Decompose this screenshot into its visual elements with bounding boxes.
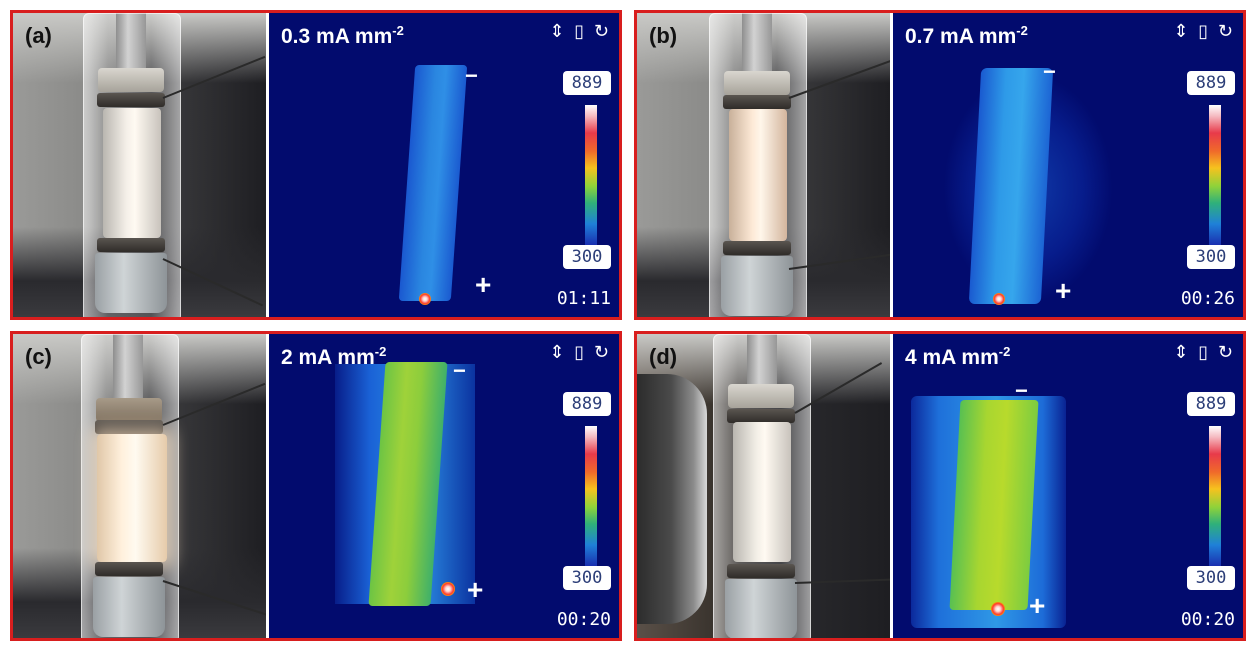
temperature-color-scale — [1209, 426, 1221, 566]
temperature-color-scale — [585, 426, 597, 566]
lower-ring — [97, 238, 165, 252]
lower-ring — [95, 562, 163, 576]
lower-ring — [727, 564, 795, 578]
heated-strip — [398, 65, 468, 301]
panel-c: 2 mA mm-2 − + ⇕ ▯ ↻ 889 300 00:20 (c) — [10, 331, 622, 641]
timestamp: 00:20 — [1180, 609, 1235, 630]
divider — [890, 334, 893, 638]
divider — [266, 13, 269, 317]
timestamp: 00:20 — [556, 609, 611, 630]
hot-spot — [419, 293, 431, 305]
camera-status-icons: ⇕ ▯ ↻ — [1173, 21, 1235, 42]
scale-max-box: 889 — [1187, 71, 1235, 95]
plus-sign: + — [475, 269, 492, 300]
temperature-color-scale — [1209, 105, 1221, 245]
thermal-image-c: 2 mA mm-2 − + ⇕ ▯ ↻ 889 300 00:20 — [269, 334, 619, 638]
timestamp: 01:11 — [556, 288, 611, 309]
divider — [890, 13, 893, 317]
scale-max-box: 889 — [1187, 392, 1235, 416]
panel-label: (d) — [649, 344, 678, 369]
upper-ring — [97, 93, 165, 107]
upper-ring — [727, 409, 795, 423]
photo-c — [13, 334, 266, 638]
upper-ring — [723, 95, 791, 109]
panel-a: 0.3 mA mm-2 − + ⇕ ▯ ↻ 889 300 01:11 (a) — [10, 10, 622, 320]
glowing-electrolyte — [729, 109, 787, 241]
scale-min-box: 300 — [563, 245, 611, 269]
panel-label: (a) — [25, 23, 52, 48]
glowing-electrolyte — [733, 422, 791, 562]
panel-b: 0.7 mA mm-2 − + ⇕ ▯ ↻ 889 300 00:26 (b) — [634, 10, 1246, 320]
photo-b — [637, 13, 890, 317]
heated-strip — [968, 68, 1054, 304]
minus-sign: − — [1015, 378, 1028, 403]
scale-min-box: 300 — [1187, 566, 1235, 590]
current-density-label: 4 mA mm-2 — [905, 344, 1011, 369]
thermal-image-a: 0.3 mA mm-2 − + ⇕ ▯ ↻ 889 300 01:11 — [269, 13, 619, 317]
lower-ring — [723, 241, 791, 255]
temperature-color-scale — [585, 105, 597, 245]
glowing-electrolyte — [103, 108, 161, 238]
scale-max-box: 889 — [563, 71, 611, 95]
scale-min-box: 300 — [563, 566, 611, 590]
divider — [266, 334, 269, 638]
thermal-image-d: 4 mA mm-2 − + ⇕ ▯ ↻ 889 300 00:20 — [893, 334, 1243, 638]
heated-strip — [949, 400, 1039, 610]
timestamp: 00:26 — [1180, 288, 1235, 309]
current-density-label: 2 mA mm-2 — [281, 344, 387, 369]
minus-sign: − — [453, 358, 466, 383]
panel-label: (c) — [25, 344, 52, 369]
photo-a — [13, 13, 266, 317]
current-density-label: 0.3 mA mm-2 — [281, 23, 404, 48]
clamp — [637, 374, 707, 624]
lower-cap — [95, 253, 167, 313]
hot-spot — [993, 293, 1005, 305]
plus-sign: + — [1055, 275, 1072, 306]
upper-cap — [96, 398, 162, 422]
upper-cap — [724, 71, 790, 95]
lower-cap — [93, 577, 165, 637]
minus-sign: − — [465, 63, 478, 88]
upper-cap — [728, 384, 794, 408]
camera-status-icons: ⇕ ▯ ↻ — [1173, 342, 1235, 363]
lower-cap — [725, 579, 797, 638]
thermal-image-b: 0.7 mA mm-2 − + ⇕ ▯ ↻ 889 300 00:26 — [893, 13, 1243, 317]
plus-sign: + — [1029, 590, 1046, 621]
panel-label: (b) — [649, 23, 678, 48]
scale-max-box: 889 — [563, 392, 611, 416]
current-density-label: 0.7 mA mm-2 — [905, 23, 1028, 48]
camera-status-icons: ⇕ ▯ ↻ — [549, 21, 611, 42]
minus-sign: − — [1043, 59, 1056, 84]
hot-spot — [441, 582, 455, 596]
camera-status-icons: ⇕ ▯ ↻ — [549, 342, 611, 363]
photo-d — [637, 334, 890, 638]
upper-ring — [95, 420, 163, 434]
upper-cap — [98, 68, 164, 92]
scale-min-box: 300 — [1187, 245, 1235, 269]
lower-cap — [721, 256, 793, 316]
panel-d: 4 mA mm-2 − + ⇕ ▯ ↻ 889 300 00:20 (d) — [634, 331, 1246, 641]
hot-spot — [991, 602, 1005, 616]
glowing-electrolyte — [97, 434, 167, 562]
plus-sign: + — [467, 574, 484, 605]
